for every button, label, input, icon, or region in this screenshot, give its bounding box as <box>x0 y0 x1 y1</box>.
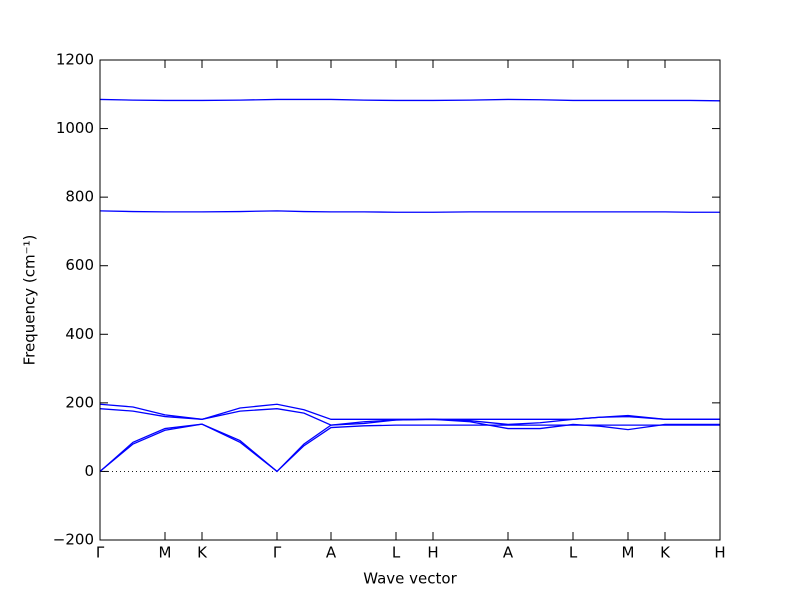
y-tick-label: 1200 <box>56 51 94 69</box>
y-tick-label: 200 <box>65 393 94 411</box>
x-tick-label: M <box>622 544 635 562</box>
x-tick-label: A <box>503 544 514 562</box>
y-tick-label: −200 <box>53 531 94 549</box>
x-axis-label: Wave vector <box>363 570 457 588</box>
x-tick-label: M <box>159 544 172 562</box>
y-tick-label: 0 <box>84 462 94 480</box>
band-line <box>99 408 720 426</box>
band-line <box>99 210 720 213</box>
band-line <box>99 418 720 473</box>
x-tick-label: H <box>427 544 438 562</box>
x-tick-label: L <box>569 544 578 562</box>
x-tick-label: K <box>660 544 671 562</box>
x-tick-label: K <box>197 544 208 562</box>
y-tick-label: 600 <box>65 256 94 274</box>
x-tick-label: L <box>392 544 401 562</box>
y-tick-label: 1000 <box>56 119 94 137</box>
band-line <box>99 423 720 473</box>
x-tick-label: A <box>326 544 337 562</box>
y-tick-label: 400 <box>65 325 94 343</box>
band-line <box>99 98 721 102</box>
y-axis-label: Frequency (cm⁻¹) <box>21 235 39 366</box>
plot-frame <box>99 59 721 541</box>
x-tick-label: H <box>714 544 725 562</box>
x-tick-label: Γ <box>273 544 282 562</box>
y-tick-label: 800 <box>65 188 94 206</box>
x-tick-label: Γ <box>96 544 105 562</box>
